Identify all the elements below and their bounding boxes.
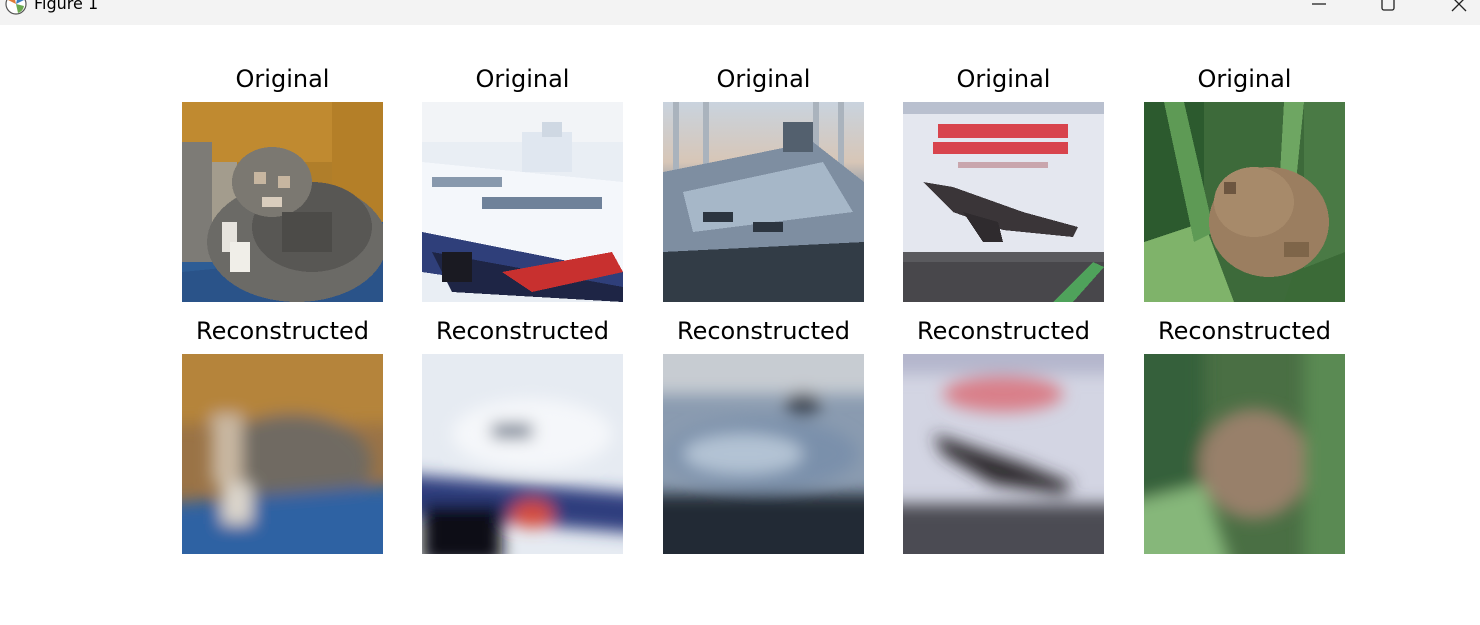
original-title-5: Original [1197,65,1292,93]
original-title-2: Original [475,65,570,93]
original-title-3: Original [716,65,811,93]
original-image-boat [663,102,864,302]
reconstructed-image-frog [1144,354,1345,554]
original-image-cat [182,102,383,302]
maximize-icon[interactable] [1376,0,1400,16]
original-title-1: Original [235,65,330,93]
reconstructed-title-2: Reconstructed [435,317,610,345]
window-titlebar: Figure 1 [0,0,1480,25]
matplotlib-icon [4,0,28,16]
original-image-airplane [903,102,1104,302]
minimize-icon[interactable] [1307,0,1331,16]
original-image-ship [422,102,623,302]
close-icon[interactable] [1447,0,1471,16]
reconstructed-image-cat [182,354,383,554]
reconstructed-title-1: Reconstructed [195,317,370,345]
original-image-frog [1144,102,1345,302]
reconstructed-image-ship [422,354,623,554]
window-title: Figure 1 [34,0,99,13]
reconstructed-image-airplane [903,354,1104,554]
reconstructed-title-5: Reconstructed [1157,317,1332,345]
reconstructed-title-3: Reconstructed [676,317,851,345]
original-title-4: Original [956,65,1051,93]
reconstructed-image-boat [663,354,864,554]
reconstructed-title-4: Reconstructed [916,317,1091,345]
